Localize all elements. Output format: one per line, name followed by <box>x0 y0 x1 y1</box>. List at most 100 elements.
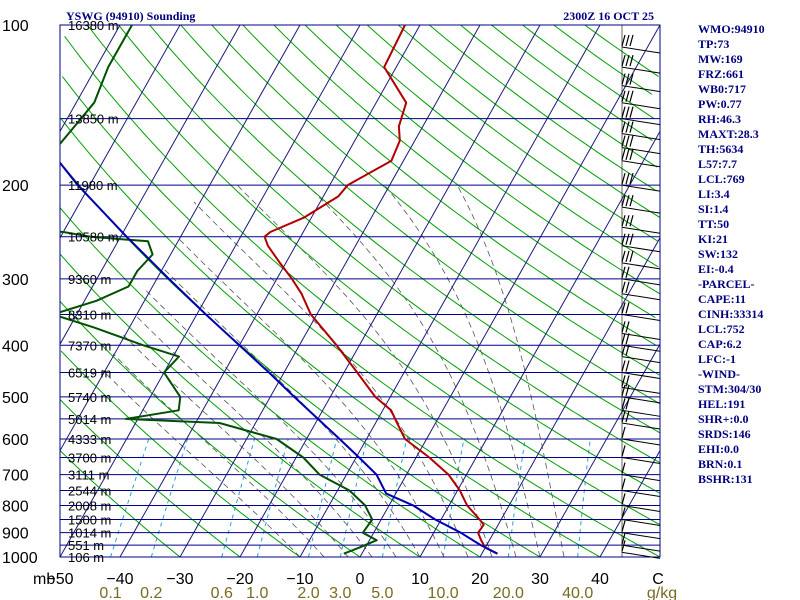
moist-adiabat <box>176 236 445 557</box>
wind-barb-feather <box>625 233 630 245</box>
pressure-tick-label: 400 <box>2 338 29 355</box>
stat-item: BRN:0.1 <box>698 457 743 471</box>
isotherm-line <box>359 25 660 557</box>
moist-adiabat <box>102 369 301 557</box>
wind-barb-staff <box>621 160 661 168</box>
stat-item: TP:73 <box>698 37 730 51</box>
wind-barb-staff <box>621 206 661 214</box>
stat-item: SRDS:146 <box>698 427 751 441</box>
wind-barb-feather <box>629 215 634 227</box>
wind-barb-staff <box>621 293 661 301</box>
wind-barb-feather <box>621 375 626 387</box>
wind-barb-staff <box>621 396 661 404</box>
mixing-ratio-line <box>339 438 368 557</box>
temperature-tick-label: −50 <box>46 571 73 588</box>
wind-barb-feather <box>621 344 626 356</box>
wind-barb-feather <box>621 360 626 372</box>
pressure-tick-label: 800 <box>2 498 29 515</box>
wind-barb-staff <box>621 118 661 126</box>
wind-barb-feather <box>621 384 626 397</box>
stat-item: LCL:769 <box>698 172 745 186</box>
wind-barb-feather <box>625 106 630 118</box>
mixing-unit-label: g/kg <box>647 585 677 600</box>
wind-barb-feather <box>629 54 634 67</box>
pressure-tick-label: 500 <box>2 390 29 407</box>
stat-item: SHR+:0.0 <box>698 412 749 426</box>
height-label: 2544 m <box>68 484 111 499</box>
isotherm-line <box>479 236 660 557</box>
isotherm-line <box>60 25 361 557</box>
wind-barb-feather <box>625 250 630 263</box>
wind-barb-feather <box>625 410 630 423</box>
mixing-ratio-line <box>256 438 289 557</box>
sounding-traces <box>60 25 498 555</box>
isotherm-line <box>60 25 181 239</box>
wind-barb-feather <box>621 302 626 314</box>
wind-barb-feather <box>621 540 626 552</box>
parcel-trace <box>60 161 498 555</box>
dry-adiabat <box>62 76 660 557</box>
wind-barb-feather <box>629 121 634 133</box>
wind-barb-feather <box>625 266 630 278</box>
stat-item: LFC:-1 <box>698 352 736 366</box>
moist-adiabat <box>145 289 397 557</box>
mixing-ratio-label: 0.2 <box>140 585 162 600</box>
stat-item: TT:50 <box>698 217 730 231</box>
wind-barb-feather <box>629 233 634 245</box>
wind-barb-staff <box>621 422 661 430</box>
dry-adiabat <box>522 25 655 120</box>
isotherm-line <box>599 449 660 557</box>
wind-barb-feather <box>621 172 626 185</box>
stat-item: WB0:717 <box>698 82 746 96</box>
mixing-ratio-line <box>221 438 255 557</box>
dry-adiabat <box>491 25 653 142</box>
stat-item: BSHR:131 <box>698 472 753 486</box>
stat-item: RH:46.3 <box>698 112 741 126</box>
height-label: 5740 m <box>68 390 111 405</box>
dry-adiabat <box>366 25 659 242</box>
plot-frame <box>59 24 661 558</box>
temperature-unit-label: C <box>652 571 664 588</box>
wind-barb-feather <box>621 106 626 118</box>
stat-item: LCL:752 <box>698 322 745 336</box>
stat-item: EI:-0.4 <box>698 262 734 276</box>
height-label: 16380 m <box>68 18 119 33</box>
temperature-tick-label: −10 <box>286 571 313 588</box>
dry-adiabat <box>64 36 660 526</box>
wind-barb-feather <box>621 321 626 333</box>
pressure-tick-label: 300 <box>2 272 29 289</box>
height-label: 7370 m <box>68 338 111 353</box>
height-label: 3111 m <box>68 468 109 483</box>
station-title: YSWG (94910) Sounding <box>66 9 195 23</box>
moist-adiabat <box>112 353 325 557</box>
wind-barb-feather <box>621 250 626 263</box>
isobars <box>59 24 661 558</box>
dry-adiabat <box>180 25 660 405</box>
isotherm-line <box>299 25 601 557</box>
wind-barb-feather <box>621 73 626 85</box>
isotherm-line <box>119 25 421 557</box>
wind-barb-feather <box>621 148 626 160</box>
mixing-ratio-line <box>381 438 408 557</box>
wind-barb-staff <box>621 245 661 253</box>
wind-barb-feather <box>625 333 630 345</box>
wind-barb-staff <box>621 226 661 234</box>
isotherm-line <box>179 25 481 557</box>
isotherm-line <box>60 25 121 133</box>
height-label: 551 m <box>68 538 104 553</box>
wind-barb-staff <box>621 474 661 482</box>
wind-barb-feather <box>629 172 634 185</box>
wind-barb-staff <box>621 278 661 286</box>
wind-barb-feather <box>629 73 634 85</box>
moist-adiabat <box>236 184 493 557</box>
mixing-ratio-label: 0.1 <box>99 585 121 600</box>
height-label: 9360 m <box>68 272 111 287</box>
wind-barb-staff <box>621 133 661 141</box>
stat-item: CAPE:11 <box>698 292 746 306</box>
wind-barb-feather <box>625 90 630 102</box>
height-label: 1014 m <box>68 526 111 541</box>
sounding-time: 2300Z 16 OCT 25 <box>563 9 654 23</box>
temperature-tick-label: 10 <box>411 571 429 588</box>
dewpoint-trace <box>60 25 378 555</box>
stat-item: PW:0.77 <box>698 97 742 111</box>
